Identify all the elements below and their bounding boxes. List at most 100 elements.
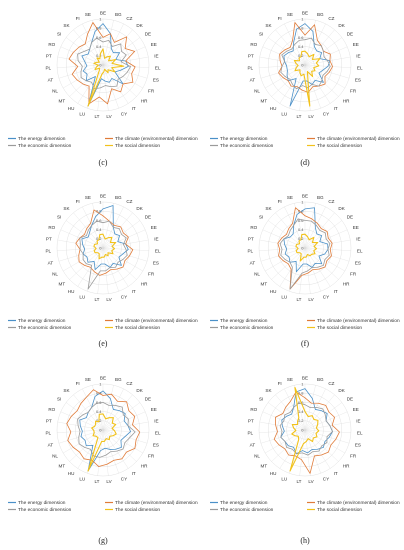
country-label-cz: CZ xyxy=(328,16,334,21)
series-social xyxy=(295,233,319,262)
tick-label: 0.4 xyxy=(298,44,304,49)
country-label-cy: CY xyxy=(323,294,329,299)
country-label-se: SE xyxy=(287,377,293,382)
series-economic xyxy=(79,220,128,290)
country-label-de: DE xyxy=(145,215,151,220)
tick-label: 1 xyxy=(99,381,102,386)
country-label-sk: SK xyxy=(265,388,272,393)
grid-spoke xyxy=(260,64,306,79)
series-climate xyxy=(277,207,333,290)
tick-label: 0.8 xyxy=(96,26,102,31)
grid-spoke xyxy=(102,247,148,262)
legend-label-economic: The economic dimension xyxy=(220,325,274,331)
series-energy xyxy=(79,390,131,472)
country-label-si: SI xyxy=(57,397,61,402)
country-label-lt: LT xyxy=(94,479,99,484)
country-label-sk: SK xyxy=(63,388,70,393)
country-label-fr: FR xyxy=(350,89,357,94)
country-label-it: IT xyxy=(132,106,136,111)
grid-spoke xyxy=(304,247,350,262)
tick-label: 0.6 xyxy=(298,35,304,40)
country-label-lv: LV xyxy=(308,479,314,484)
grid-spoke xyxy=(294,20,306,66)
country-label-nl: NL xyxy=(254,89,260,94)
grid-spoke xyxy=(57,64,104,68)
country-label-hu: HU xyxy=(68,106,75,111)
country-label-bg: BG xyxy=(115,195,122,200)
country-label-dk: DK xyxy=(136,206,143,211)
country-label-si: SI xyxy=(57,32,61,37)
grid-spoke xyxy=(102,229,146,249)
country-label-hr: HR xyxy=(141,281,148,286)
grid-spoke xyxy=(63,429,104,454)
tick-label: 0 xyxy=(301,62,304,67)
country-label-ie: IE xyxy=(154,54,158,59)
country-label-nl: NL xyxy=(52,272,58,277)
grid-spoke xyxy=(102,429,143,454)
country-label-nl: NL xyxy=(52,89,58,94)
country-label-lt: LT xyxy=(296,479,301,484)
tick-label: 0 xyxy=(99,245,102,250)
tick-label: 0.2 xyxy=(96,53,102,58)
country-label-de: DE xyxy=(347,215,353,220)
country-label-pl: PL xyxy=(247,66,253,71)
tick-label: 1 xyxy=(99,199,102,204)
series-climate xyxy=(68,22,136,105)
tick-label: 0.6 xyxy=(96,400,102,405)
country-label-ee: EE xyxy=(151,42,157,47)
grid-spoke xyxy=(102,212,133,249)
country-label-lv: LV xyxy=(106,297,112,302)
legend-label-energy: The energy dimension xyxy=(220,136,268,142)
country-label-sk: SK xyxy=(265,206,272,211)
country-label-mt: MT xyxy=(261,98,268,103)
country-label-it: IT xyxy=(132,471,136,476)
grid-spoke xyxy=(82,206,104,249)
legend-label-energy: The energy dimension xyxy=(18,136,66,142)
country-label-fi: FI xyxy=(278,381,282,386)
series-economic xyxy=(77,37,131,90)
country-label-it: IT xyxy=(132,289,136,294)
country-label-ie: IE xyxy=(356,419,360,424)
legend-label-energy: The energy dimension xyxy=(18,500,66,506)
country-label-fr: FR xyxy=(148,272,155,277)
grid-spoke xyxy=(60,411,104,431)
country-label-lv: LV xyxy=(308,297,314,302)
grid-spoke xyxy=(304,421,351,431)
country-label-fr: FR xyxy=(148,89,155,94)
country-label-fi: FI xyxy=(76,381,80,386)
grid-spoke xyxy=(259,56,306,66)
country-label-at: AT xyxy=(250,78,256,83)
tick-label: 0.8 xyxy=(298,209,304,214)
country-label-cy: CY xyxy=(121,111,127,116)
country-label-mt: MT xyxy=(59,281,66,286)
tick-label: 0.8 xyxy=(96,209,102,214)
country-label-pl: PL xyxy=(45,431,51,436)
grid-spoke xyxy=(304,20,316,66)
country-label-nl: NL xyxy=(52,454,58,459)
country-label-bg: BG xyxy=(115,12,122,17)
series-energy xyxy=(283,23,331,107)
legend-label-social: The social dimension xyxy=(317,143,362,149)
legend-label-climate: The climate (environmental) dimension xyxy=(317,136,400,142)
country-label-hu: HU xyxy=(270,106,277,111)
grid-spoke xyxy=(102,421,149,431)
grid-spoke xyxy=(102,394,133,431)
legend-label-social: The social dimension xyxy=(115,325,160,331)
country-label-at: AT xyxy=(48,78,54,83)
country-label-cz: CZ xyxy=(328,381,334,386)
country-label-fr: FR xyxy=(350,454,357,459)
series-climate xyxy=(273,391,340,474)
grid-spoke xyxy=(304,402,342,431)
country-label-ee: EE xyxy=(151,407,157,412)
grid-spoke xyxy=(299,247,306,294)
country-label-se: SE xyxy=(287,12,293,17)
series-energy xyxy=(81,23,129,107)
grid-spoke xyxy=(102,429,109,476)
country-label-lt: LT xyxy=(296,297,301,302)
